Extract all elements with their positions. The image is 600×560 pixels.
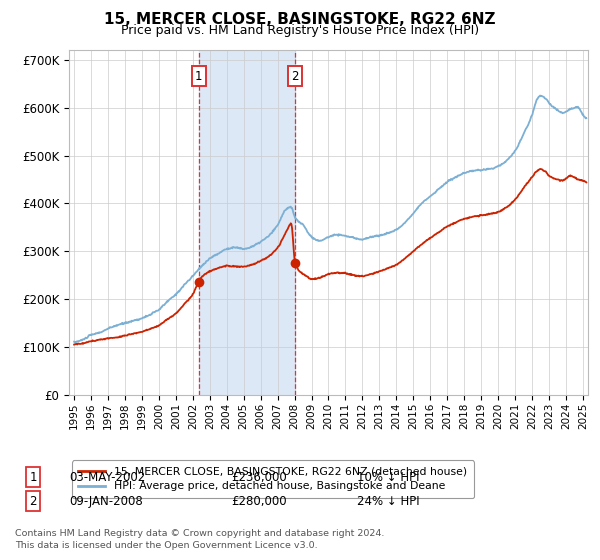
Text: 03-MAY-2002: 03-MAY-2002 bbox=[69, 470, 145, 484]
Text: Contains HM Land Registry data © Crown copyright and database right 2024.
This d: Contains HM Land Registry data © Crown c… bbox=[15, 529, 385, 550]
Text: 24% ↓ HPI: 24% ↓ HPI bbox=[357, 494, 419, 508]
Text: 15, MERCER CLOSE, BASINGSTOKE, RG22 6NZ: 15, MERCER CLOSE, BASINGSTOKE, RG22 6NZ bbox=[104, 12, 496, 27]
Legend: 15, MERCER CLOSE, BASINGSTOKE, RG22 6NZ (detached house), HPI: Average price, de: 15, MERCER CLOSE, BASINGSTOKE, RG22 6NZ … bbox=[72, 460, 473, 498]
Text: 2: 2 bbox=[292, 70, 299, 83]
Text: 09-JAN-2008: 09-JAN-2008 bbox=[69, 494, 143, 508]
Text: 10% ↓ HPI: 10% ↓ HPI bbox=[357, 470, 419, 484]
Text: £236,000: £236,000 bbox=[231, 470, 287, 484]
Text: £280,000: £280,000 bbox=[231, 494, 287, 508]
Text: Price paid vs. HM Land Registry's House Price Index (HPI): Price paid vs. HM Land Registry's House … bbox=[121, 24, 479, 37]
Text: 1: 1 bbox=[195, 70, 202, 83]
Text: 1: 1 bbox=[29, 470, 37, 484]
Text: 2: 2 bbox=[29, 494, 37, 508]
Bar bbox=[199, 50, 295, 395]
